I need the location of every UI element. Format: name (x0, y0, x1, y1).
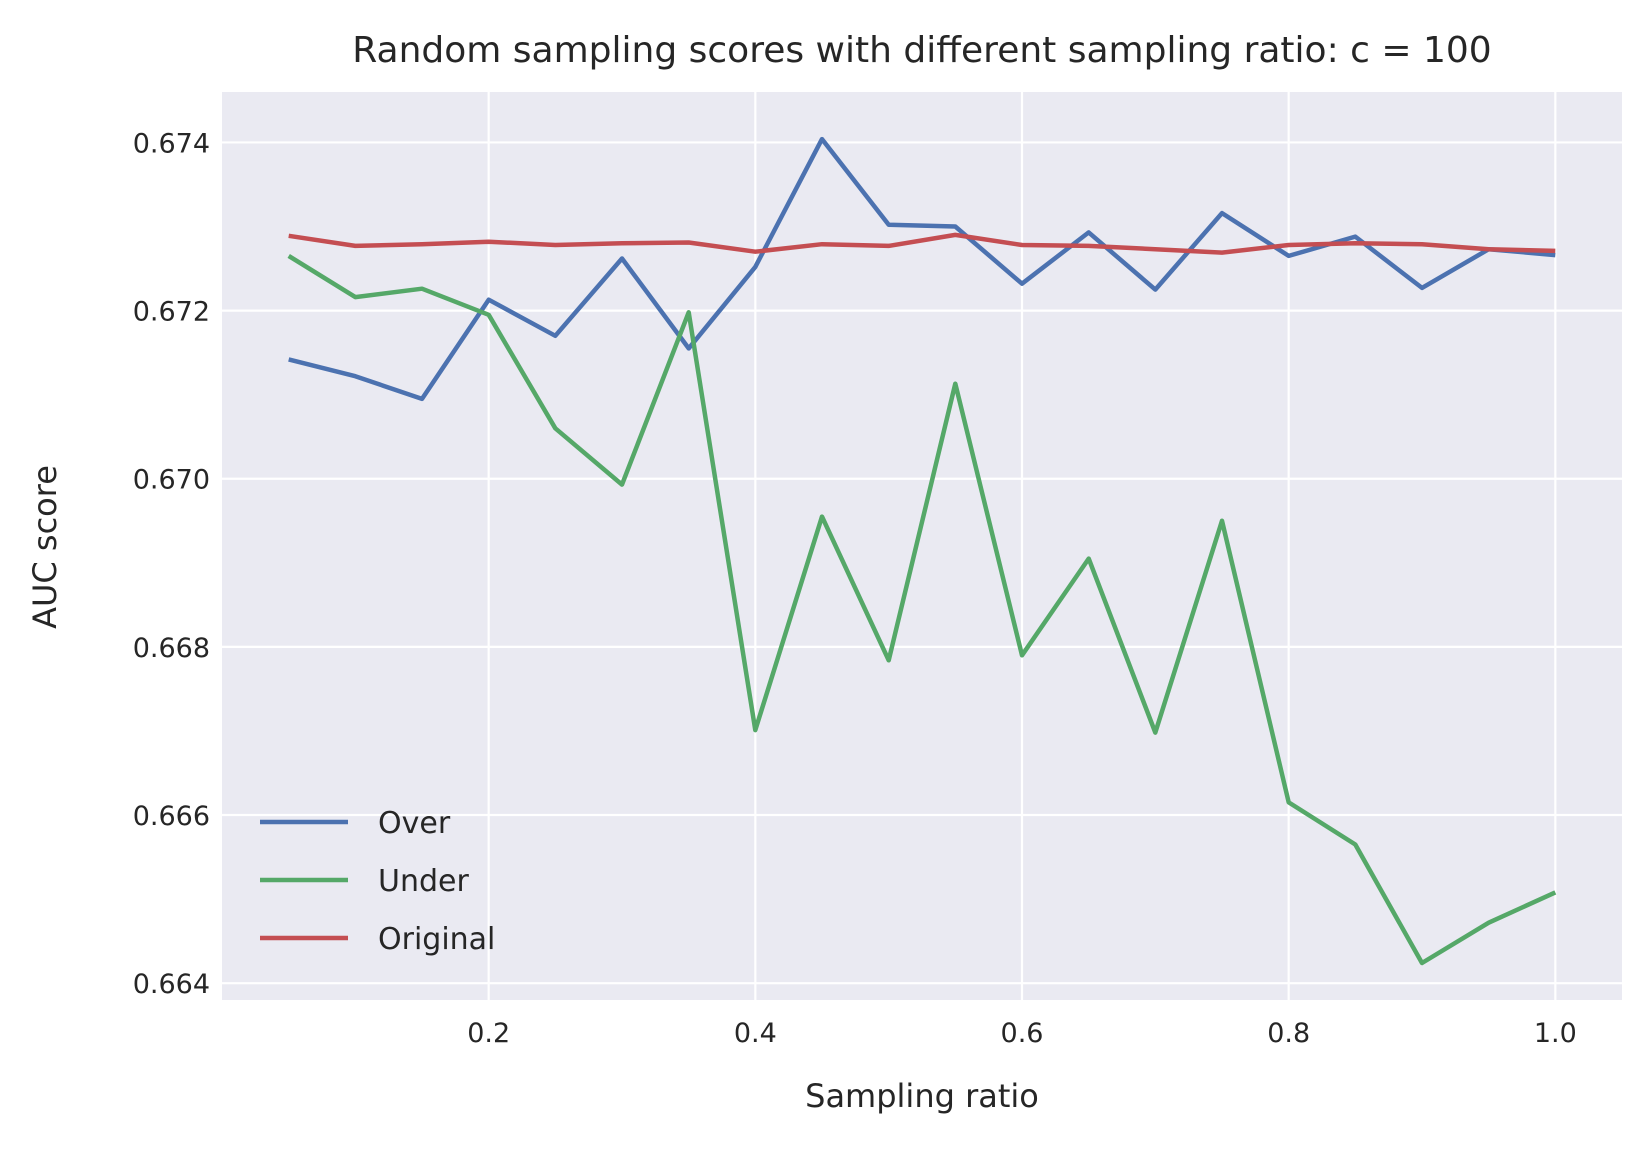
x-tick-label: 0.8 (1267, 1018, 1310, 1049)
series-line-original (288, 232, 1556, 255)
chart-title: Random sampling scores with different sa… (352, 30, 1491, 71)
x-tick-label: 0.4 (734, 1018, 777, 1049)
legend-label-original: Original (378, 922, 495, 957)
x-tick-label: 0.2 (467, 1018, 510, 1049)
y-tick-label: 0.666 (133, 801, 210, 832)
series-lines (287, 136, 1557, 966)
legend-label-over: Over (378, 806, 451, 841)
y-tick-label: 0.674 (133, 128, 210, 159)
x-tick-label: 0.6 (1001, 1018, 1044, 1049)
series-line-over (288, 136, 1556, 402)
y-axis-label: AUC score (26, 465, 64, 629)
y-tick-label: 0.664 (133, 969, 210, 1000)
x-axis-label: Sampling ratio (805, 1077, 1039, 1115)
x-tick-label: 1.0 (1534, 1018, 1577, 1049)
tick-labels: 0.2 0.4 0.6 0.8 1.0 0.664 0.666 0.668 0.670 0.672… (133, 128, 1577, 1049)
grid (222, 92, 1622, 1000)
y-tick-label: 0.670 (133, 465, 210, 496)
legend-label-under: Under (378, 864, 469, 899)
legend: Over Under Original (260, 806, 495, 957)
y-tick-label: 0.668 (133, 633, 210, 664)
series-line-under (287, 253, 1557, 966)
y-tick-label: 0.672 (133, 297, 210, 328)
